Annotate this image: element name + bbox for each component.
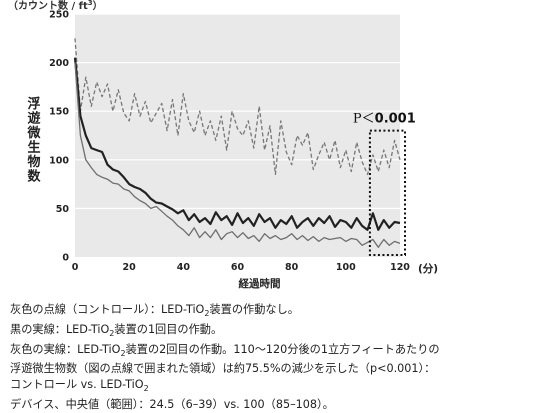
x-tick-label: 0 xyxy=(72,262,79,273)
series-line-2 xyxy=(73,57,401,231)
figure-caption: 灰色の点線（コントロール）：LED-TiO2装置の作動なし。 黒の実線：LED-T… xyxy=(10,302,532,413)
y-tick-label: 250 xyxy=(49,10,69,21)
y-axis-label-char: 浮 xyxy=(27,96,40,112)
p-value-annotation: P＜0.001 xyxy=(353,112,416,127)
x-axis-ticks: 0 20 40 60 80 100 120 xyxy=(72,262,411,273)
y-tick-label: 100 xyxy=(49,155,69,166)
line-chart: （カウント数 / ft3） 0 50 100 150 200 250 0 20 40 60 80 1… xyxy=(8,0,438,290)
y-axis-label-char: 微 xyxy=(26,125,41,141)
grid xyxy=(75,13,400,209)
y-unit-label: （カウント数 / ft3） xyxy=(8,0,103,12)
plot-area xyxy=(75,14,400,257)
y-axis-ticks: 0 50 100 150 200 250 xyxy=(49,10,69,264)
y-tick-label: 50 xyxy=(56,204,70,215)
y-axis-label-char: 物 xyxy=(27,154,40,170)
caption-text: 灰色の実線：LED-TiO xyxy=(10,342,121,356)
series-line-1 xyxy=(74,38,401,176)
caption-line: 灰色の実線：LED-TiO2装置の2回目の作動。110〜120分後の1立方フィー… xyxy=(10,342,532,362)
x-axis-unit: (分) xyxy=(418,262,438,275)
x-tick-label: 120 xyxy=(390,262,410,273)
y-tick-label: 150 xyxy=(49,107,69,118)
caption-text-tail: 装置の2回目の作動。110〜120分後の1立方フィートあたりの xyxy=(125,342,440,356)
caption-line: デバイス、中央値（範囲）：24.5（6–39）vs. 100（85–108）。 xyxy=(10,397,532,413)
caption-subscript: 2 xyxy=(204,309,210,319)
y-tick-label: 200 xyxy=(49,58,69,69)
x-tick-label: 60 xyxy=(231,262,245,273)
caption-text-tail: 装置の1回目の作動。 xyxy=(114,322,223,336)
caption-subscript: 2 xyxy=(120,348,126,358)
y-axis-label-char: 遊 xyxy=(27,111,40,127)
caption-text: コントロール vs. LED-TiO xyxy=(10,378,144,392)
x-tick-label: 80 xyxy=(285,262,299,273)
caption-line: 灰色の点線（コントロール）：LED-TiO2装置の作動なし。 xyxy=(10,302,532,322)
y-axis-label-char: 生 xyxy=(27,140,40,156)
caption-subscript: 2 xyxy=(109,329,115,339)
y-axis-label-char: 数 xyxy=(27,169,41,185)
series-lines xyxy=(73,38,401,248)
y-tick-label: 0 xyxy=(62,253,69,264)
x-tick-label: 100 xyxy=(336,262,356,273)
caption-line: コントロール vs. LED-TiO2 xyxy=(10,377,532,397)
y-axis-label: 浮遊微生物数 xyxy=(26,96,41,185)
caption-text: 灰色の点線（コントロール）：LED-TiO xyxy=(10,303,205,316)
caption-text: デバイス、中央値（範囲）：24.5（6–39）vs. 100（85–108）。 xyxy=(10,397,334,411)
caption-text: 黒の実線：LED-TiO xyxy=(10,322,110,336)
caption-subscript: 2 xyxy=(143,384,149,394)
x-tick-label: 40 xyxy=(177,262,191,273)
x-axis-label: 経過時間 xyxy=(239,277,281,290)
caption-line: 浮遊微生物数（図の点線で囲まれた領域）は約75.5%の減少を示した（p<0.00… xyxy=(10,361,532,377)
caption-text-tail: 装置の作動なし。 xyxy=(209,303,299,316)
caption-text: 浮遊微生物数（図の点線で囲まれた領域）は約75.5%の減少を示した（p<0.00… xyxy=(10,362,436,376)
highlight-region-box xyxy=(368,129,406,256)
caption-line: 黒の実線：LED-TiO2装置の1回目の作動。 xyxy=(10,322,532,342)
x-tick-label: 20 xyxy=(123,262,137,273)
series-line-3 xyxy=(74,62,401,248)
